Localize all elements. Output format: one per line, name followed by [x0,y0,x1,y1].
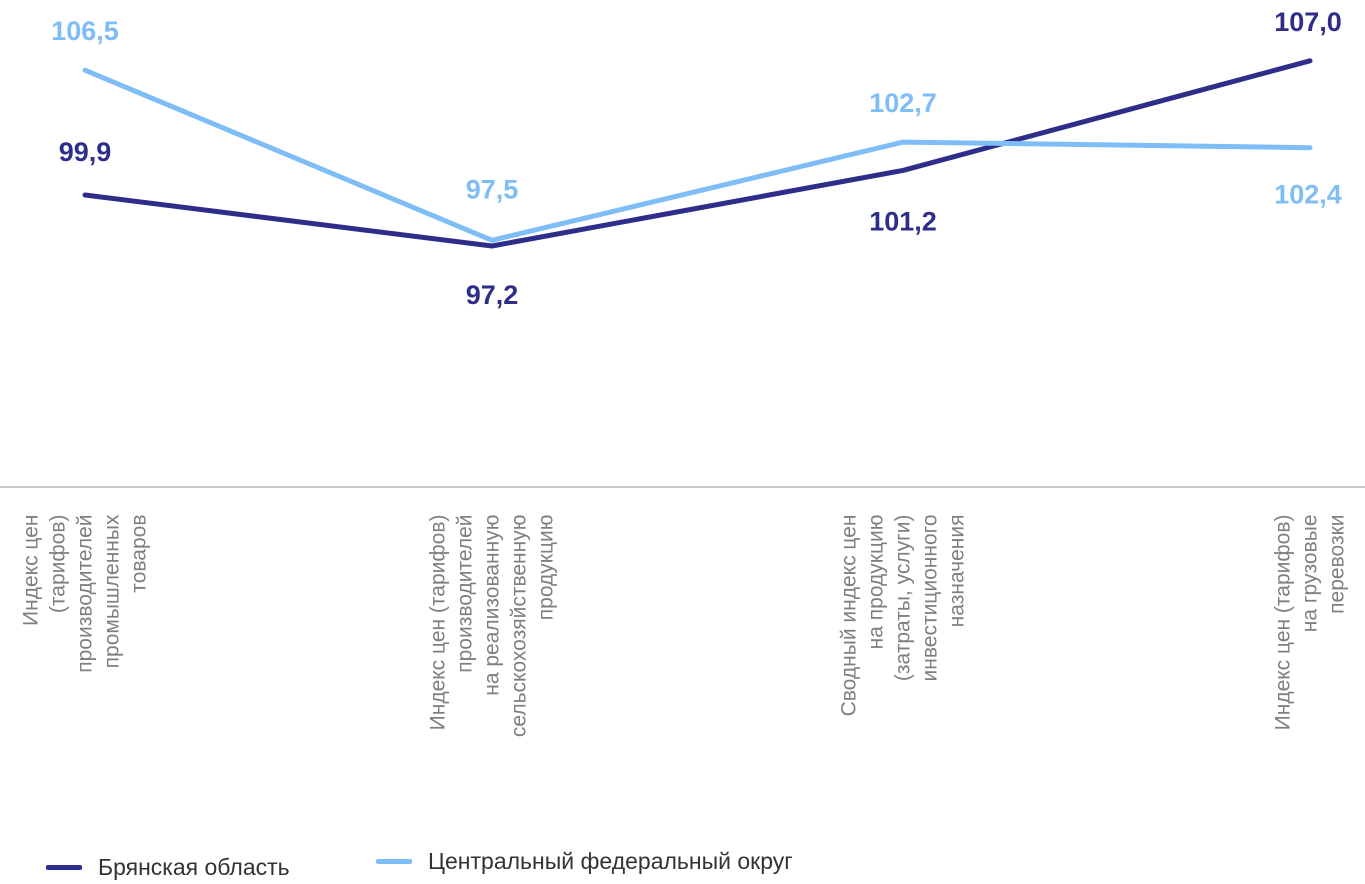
category-label: Индекс цен (тарифов) на грузовые перевозки [1270,514,1351,834]
series-line-1 [85,70,1310,240]
data-label: 97,5 [466,174,519,204]
data-label: 106,5 [51,16,119,46]
legend-swatch-cfo [376,859,412,864]
category-label-line: инвестиционного [917,514,944,834]
category-label-line: сельскохозяйственную [506,514,533,834]
data-label: 102,7 [869,88,937,118]
series-line-0 [85,61,1310,246]
category-label-line: Индекс цен (тарифов) [1270,514,1297,834]
category-label-line: перевозки [1324,514,1351,834]
category-label-line: Сводный индекс цен [836,514,863,834]
category-label-line: (тарифов) [45,514,72,834]
data-label: 102,4 [1274,180,1342,210]
category-label: Индекс цен (тарифов) производителей промышл… [18,514,153,834]
category-label-line: производителей [72,514,99,834]
category-label-line: на реализованную [479,514,506,834]
category-label-line: продукцию [533,514,560,834]
category-label-line: Индекс цен [18,514,45,834]
category-label-line: промышленных [99,514,126,834]
category-label-line: на продукцию [863,514,890,834]
legend-item-cfo: Центральный федеральный округ [376,848,793,875]
data-label: 99,9 [59,137,112,167]
legend-swatch-bryansk [46,865,82,870]
category-label-line: на грузовые [1297,514,1324,834]
legend-item-bryansk: Брянская область [46,854,290,881]
data-label: 97,2 [466,280,519,310]
data-label: 101,2 [869,206,937,236]
category-label-line: товаров [126,514,153,834]
category-label-line: (затраты, услуги) [890,514,917,834]
category-label-line: производителей [452,514,479,834]
category-label-line: назначения [944,514,971,834]
legend-label-cfo: Центральный федеральный округ [428,848,793,875]
category-label: Индекс цен (тарифов) производителей на реа… [425,514,560,834]
category-label-line: Индекс цен (тарифов) [425,514,452,834]
data-label: 107,0 [1274,7,1342,37]
category-label: Сводный индекс цен на продукцию (затраты, … [836,514,971,834]
legend-label-bryansk: Брянская область [98,854,290,881]
